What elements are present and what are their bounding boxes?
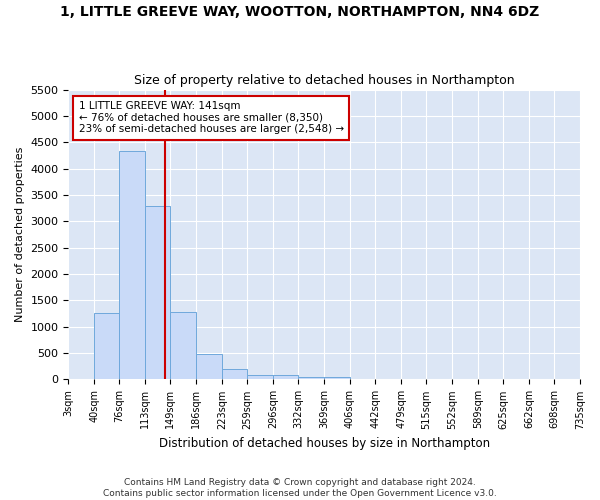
Bar bbox=[324, 377, 350, 380]
Bar bbox=[222, 369, 247, 380]
Bar bbox=[119, 150, 145, 380]
Bar bbox=[298, 377, 324, 380]
Bar bbox=[196, 354, 222, 380]
X-axis label: Distribution of detached houses by size in Northampton: Distribution of detached houses by size … bbox=[158, 437, 490, 450]
Text: Contains HM Land Registry data © Crown copyright and database right 2024.
Contai: Contains HM Land Registry data © Crown c… bbox=[103, 478, 497, 498]
Bar bbox=[94, 313, 119, 380]
Bar bbox=[170, 312, 196, 380]
Title: Size of property relative to detached houses in Northampton: Size of property relative to detached ho… bbox=[134, 74, 515, 87]
Bar bbox=[247, 375, 273, 380]
Bar bbox=[273, 375, 298, 380]
Y-axis label: Number of detached properties: Number of detached properties bbox=[15, 147, 25, 322]
Text: 1 LITTLE GREEVE WAY: 141sqm
← 76% of detached houses are smaller (8,350)
23% of : 1 LITTLE GREEVE WAY: 141sqm ← 76% of det… bbox=[79, 101, 344, 134]
Text: 1, LITTLE GREEVE WAY, WOOTTON, NORTHAMPTON, NN4 6DZ: 1, LITTLE GREEVE WAY, WOOTTON, NORTHAMPT… bbox=[61, 5, 539, 19]
Bar bbox=[145, 206, 170, 380]
